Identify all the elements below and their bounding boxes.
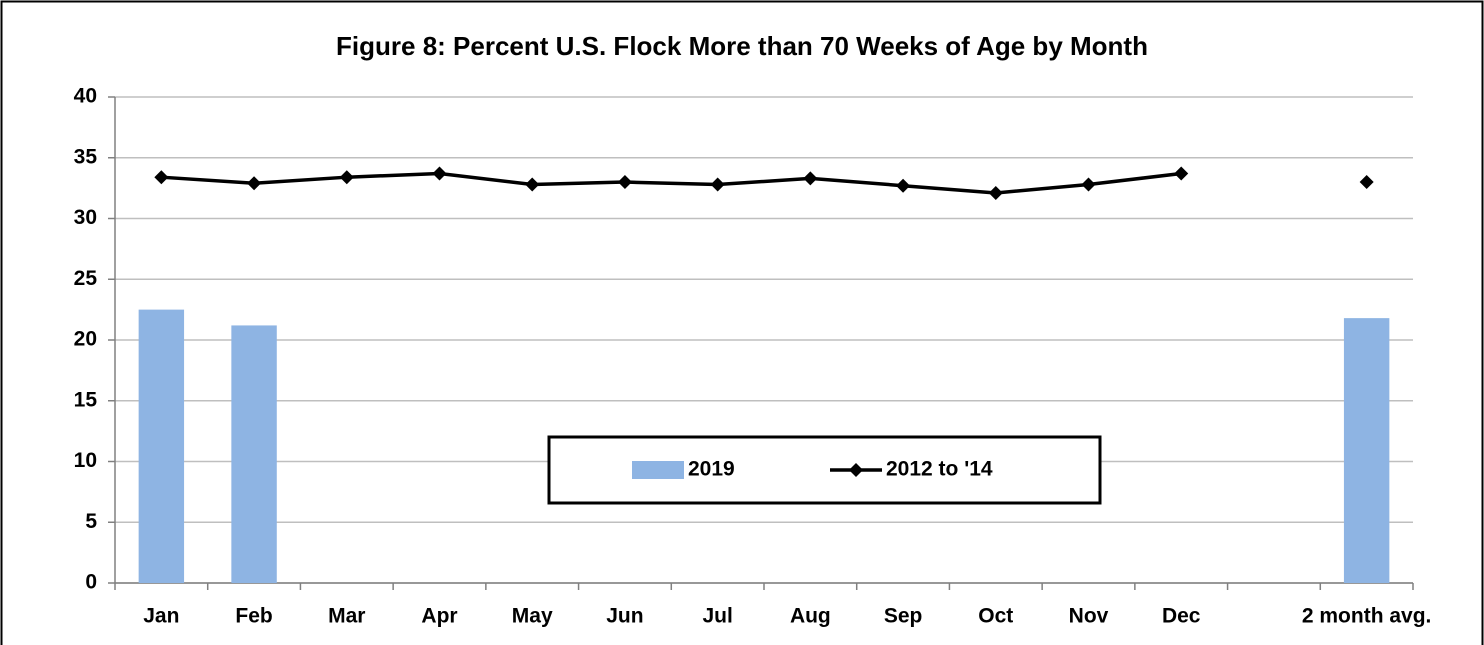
x-tick-label: Dec [1162,605,1201,628]
y-tick-label: 25 [74,267,98,290]
grid: 0 5 10 15 20 25 30 35 40 Jan Feb Mar Apr May Jun Jul Aug… [74,85,1432,628]
legend-label: 2012 to '14 [886,458,993,481]
x-tick-label: Apr [421,605,457,628]
legend-box [547,435,1102,505]
y-tick-label: 15 [74,388,98,411]
x-tick-label: Mar [328,605,365,628]
bar [138,309,185,583]
x-tick-label: Oct [978,605,1013,628]
chart-title: Figure 8: Percent U.S. Flock More than 7… [336,31,1148,61]
y-tick-label: 35 [74,145,98,168]
line-marker [247,176,262,191]
line-marker [710,177,725,192]
line-marker [988,185,1003,200]
y-tick-label: 20 [74,328,97,351]
x-tick-label: Jun [606,605,643,628]
legend-label: 2019 [688,458,735,481]
legend-swatch [632,461,684,479]
line-marker [525,177,540,192]
line-marker [1174,166,1189,181]
x-tick-label: Aug [790,605,831,628]
line-marker [617,175,632,190]
legend: 2019 2012 to '14 [547,435,1102,505]
y-tick-label: 30 [74,206,97,229]
x-tick-label: Jul [702,605,732,628]
y-tick-label: 5 [85,510,97,533]
bar [1343,318,1390,583]
line-marker [339,170,354,185]
x-tick-label: Feb [235,605,272,628]
x-tick-label: May [512,605,553,628]
line-marker [896,178,911,193]
bar [231,325,277,583]
marks [138,166,1390,583]
x-tick-label: Jan [143,605,179,628]
y-tick-label: 0 [85,571,97,594]
legend-swatch [849,463,863,477]
line-marker [1359,175,1374,190]
line-marker [803,171,818,186]
x-tick-label: Sep [884,605,923,628]
x-tick-label: 2 month avg. [1302,605,1432,628]
x-tick-label: Nov [1069,605,1109,628]
line-marker [432,166,447,181]
line-marker [1081,177,1096,192]
y-tick-label: 10 [74,449,97,472]
y-tick-label: 40 [74,85,97,108]
line-marker [154,170,169,185]
